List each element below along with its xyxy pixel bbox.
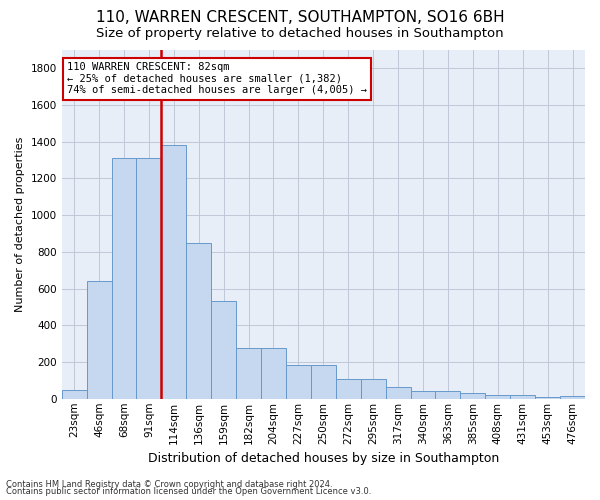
Bar bbox=[436, 392, 460, 399]
Bar bbox=[410, 392, 436, 399]
Bar bbox=[386, 387, 410, 399]
Bar bbox=[261, 348, 286, 399]
Bar bbox=[336, 380, 361, 399]
Y-axis label: Number of detached properties: Number of detached properties bbox=[15, 136, 25, 312]
Text: Contains HM Land Registry data © Crown copyright and database right 2024.: Contains HM Land Registry data © Crown c… bbox=[6, 480, 332, 489]
Bar bbox=[286, 365, 311, 399]
Bar bbox=[161, 146, 186, 399]
Bar bbox=[236, 348, 261, 399]
Bar bbox=[361, 380, 386, 399]
Bar bbox=[112, 158, 136, 399]
Text: 110, WARREN CRESCENT, SOUTHAMPTON, SO16 6BH: 110, WARREN CRESCENT, SOUTHAMPTON, SO16 … bbox=[95, 10, 505, 25]
X-axis label: Distribution of detached houses by size in Southampton: Distribution of detached houses by size … bbox=[148, 452, 499, 465]
Bar bbox=[311, 365, 336, 399]
Bar bbox=[460, 394, 485, 399]
Bar bbox=[560, 396, 585, 399]
Text: Size of property relative to detached houses in Southampton: Size of property relative to detached ho… bbox=[96, 28, 504, 40]
Text: 110 WARREN CRESCENT: 82sqm
← 25% of detached houses are smaller (1,382)
74% of s: 110 WARREN CRESCENT: 82sqm ← 25% of deta… bbox=[67, 62, 367, 96]
Bar bbox=[510, 395, 535, 399]
Bar bbox=[535, 397, 560, 399]
Bar bbox=[186, 242, 211, 399]
Bar bbox=[62, 390, 86, 399]
Bar bbox=[485, 395, 510, 399]
Bar bbox=[211, 302, 236, 399]
Bar bbox=[136, 158, 161, 399]
Text: Contains public sector information licensed under the Open Government Licence v3: Contains public sector information licen… bbox=[6, 487, 371, 496]
Bar bbox=[86, 282, 112, 399]
